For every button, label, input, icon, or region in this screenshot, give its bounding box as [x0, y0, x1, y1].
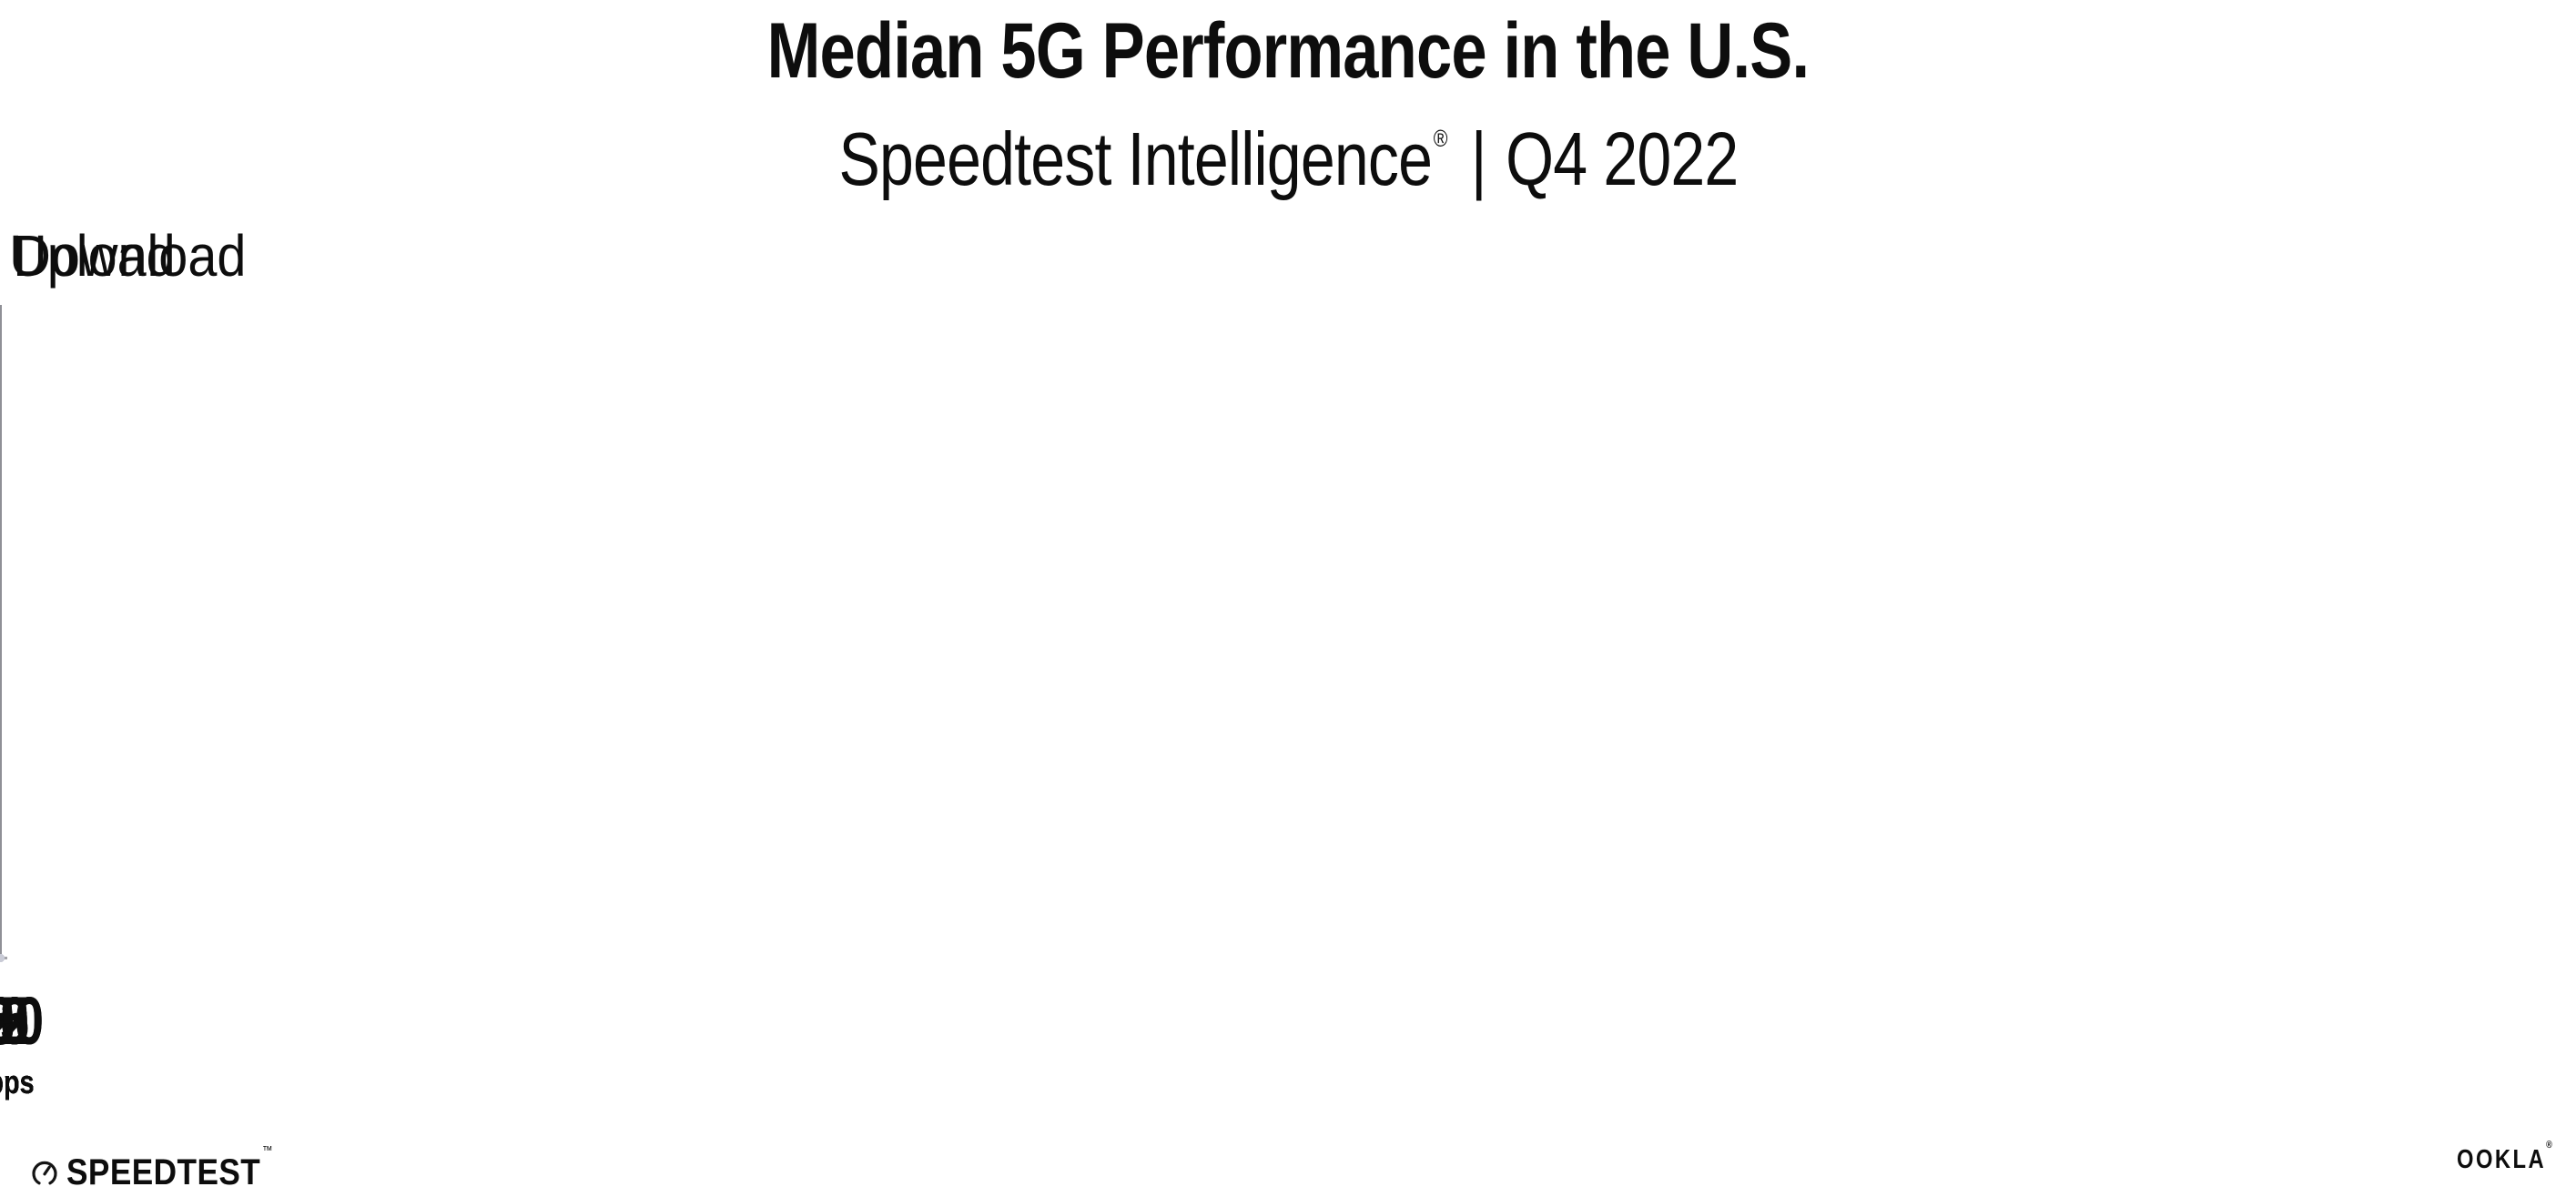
ookla-registered-mark: ®	[2546, 1140, 2552, 1151]
upload-y-axis-line	[0, 305, 2, 959]
registered-trademark-mark: ®	[1433, 125, 1447, 152]
download-chart-title: Download	[13, 223, 247, 289]
tick-unit-label: Mbps	[0, 1063, 35, 1101]
tick-value: 150	[0, 983, 45, 1059]
tick-value: 9	[0, 988, 34, 1055]
tick-unit-label: Mbps	[0, 1063, 35, 1101]
tick-value: 15	[0, 983, 30, 1059]
tick-label-6: 6 Mbps	[0, 988, 43, 1099]
tick-label-30: 30 Mbps	[0, 988, 43, 1099]
tick-unit-label: Mbps	[0, 1063, 35, 1101]
tick-unit-label: Mbps	[0, 1063, 35, 1101]
tick-unit-label: Mbps	[0, 1063, 35, 1101]
tick-label-90: 90 Mbps	[0, 988, 43, 1099]
tick-label-3: 3 Mbps	[0, 988, 43, 1099]
tick-label-120: 120Mbps	[0, 988, 56, 1099]
tick-label-150: 150Mbps	[0, 988, 56, 1099]
upload-chart-title: Upload	[9, 223, 176, 289]
subtitle-period: Q4 2022	[1505, 117, 1739, 201]
page-subtitle: Speedtest Intelligence® | Q4 2022	[0, 95, 2576, 203]
tick-unit-label: Mbps	[0, 1063, 35, 1101]
tick-value: 0	[0, 988, 15, 1055]
tick-label-0: 0	[0, 988, 19, 1055]
speedtest-gauge-icon	[32, 1161, 57, 1184]
tick-unit-label: Mbps	[0, 1063, 35, 1101]
ookla-wordmark: OOKLA	[2457, 1145, 2547, 1174]
tick-value: 12	[0, 983, 30, 1059]
tick-value: 60	[0, 983, 30, 1059]
trademark-mark: ™	[262, 1143, 273, 1157]
tick-unit-label: Mbps	[0, 1063, 35, 1101]
page-title-text: Median 5G Performance in the U.S.	[766, 7, 1810, 95]
speedtest-wordmark: SPEEDTEST™	[66, 1143, 273, 1192]
tick-value: 3	[0, 988, 34, 1055]
page-title: Median 5G Performance in the U.S.	[0, 9, 2576, 93]
tick-label-9: 9 Mbps	[0, 988, 43, 1099]
tick-unit-label: Mbps	[0, 1063, 35, 1101]
tick-unit-label: Mbps	[0, 1063, 35, 1101]
tick-label-0: 0	[0, 988, 19, 1055]
ookla-logo: OOKLA®	[2457, 1140, 2552, 1175]
speedtest-logo: SPEEDTEST™	[30, 1143, 301, 1193]
page-subtitle-text: Speedtest Intelligence® | Q4 2022	[837, 95, 1739, 203]
tick-label-15: 15Mbps	[0, 988, 43, 1099]
tick-label-12: 12Mbps	[0, 988, 43, 1099]
tick-label-60: 60 Mbps	[0, 988, 43, 1099]
tick-value: 0	[0, 988, 15, 1055]
tick-dot-15	[0, 953, 5, 962]
tick-value: 6	[0, 988, 34, 1055]
tick-value: 120	[0, 983, 45, 1059]
tick-value: 30	[0, 983, 30, 1059]
subtitle-brand: Speedtest Intelligence	[837, 117, 1433, 201]
subtitle-separator: |	[1470, 117, 1486, 201]
tick-value: 90	[0, 983, 30, 1059]
